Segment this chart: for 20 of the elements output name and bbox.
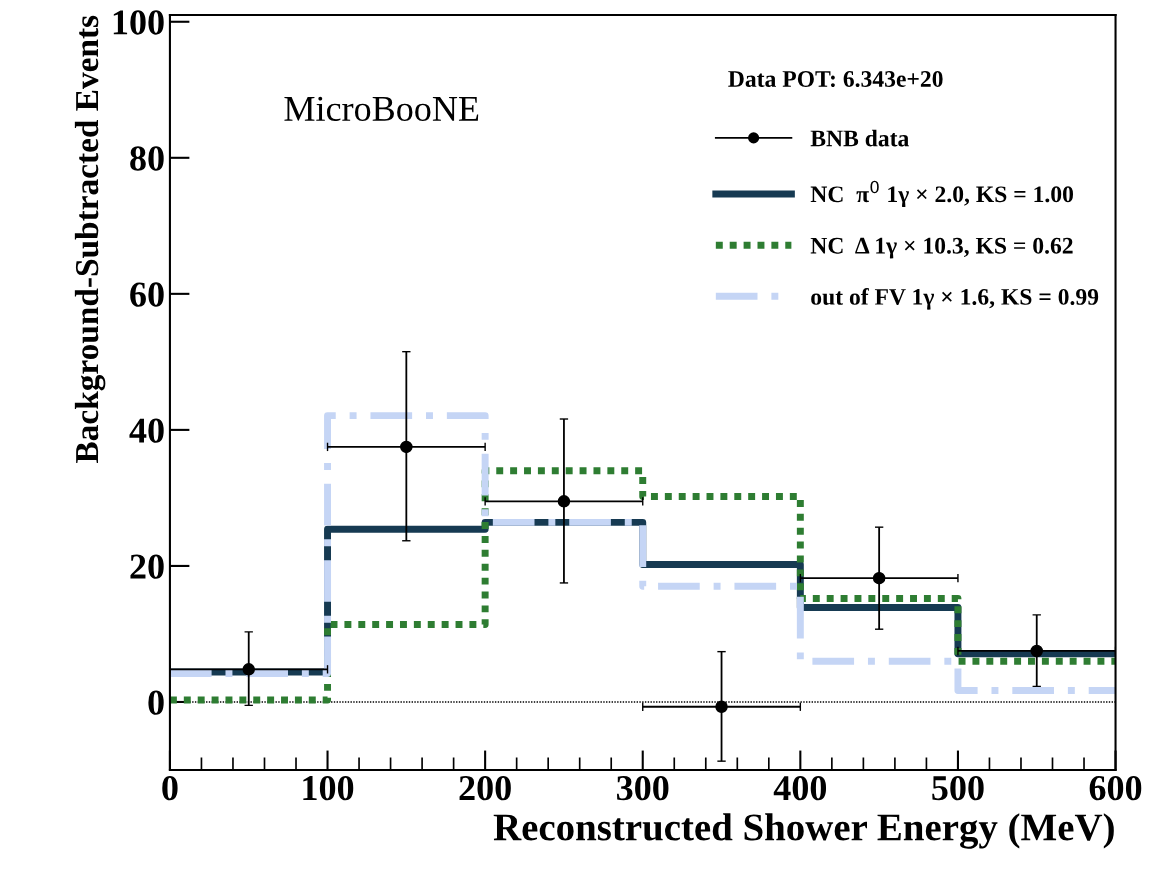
y-tick-label: 0	[148, 690, 164, 715]
y-tick-label: 80	[130, 146, 164, 171]
legend-label: out of FV 1γ × 1.6, KS = 0.99	[811, 287, 1099, 310]
annotation: Data POT: 6.343e+20	[728, 70, 943, 88]
y-tick-label: 60	[130, 282, 164, 307]
annotation: MicroBooNE	[284, 96, 479, 122]
y-tick-label: 100	[113, 10, 164, 35]
y-tick-label: 20	[130, 554, 164, 579]
x-tick-label: 100	[303, 775, 354, 801]
x-tick-label: 200	[459, 775, 511, 801]
x-tick-label: 400	[773, 775, 827, 801]
legend-label: NC π$^{0}$ 1γ × 2.0, KS = 1.00	[810, 180, 1074, 208]
legend-label: BNB data	[810, 129, 909, 147]
y-tick-label: 40	[129, 418, 164, 443]
legend-label: NC Δ 1γ × 10.3, KS = 0.62	[810, 237, 1073, 259]
x-tick-label: 300	[617, 775, 669, 801]
x-tick-label: 600	[1089, 775, 1142, 801]
x-tick-label: 500	[932, 775, 984, 801]
y-axis-title: Background-Subtracted Events	[74, 15, 106, 463]
x-axis-title: Reconstructed Shower Energy (MeV)	[493, 813, 1114, 849]
